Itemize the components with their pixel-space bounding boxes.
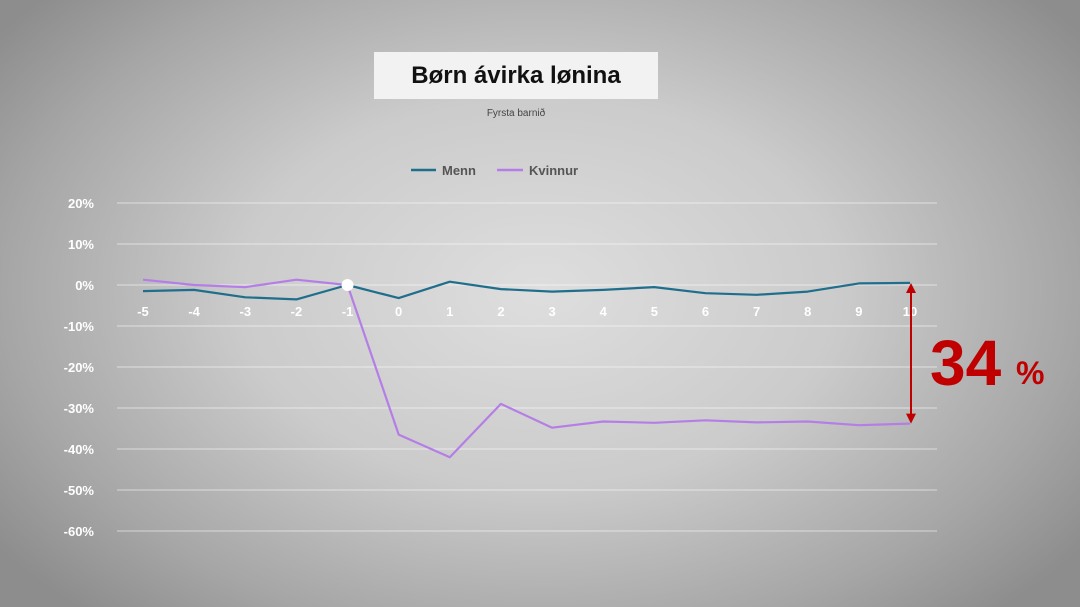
highlight-point bbox=[341, 279, 354, 291]
annotation-unit: % bbox=[1016, 355, 1044, 391]
y-tick-label: -20% bbox=[64, 360, 95, 375]
chart-title-box: Børn ávirka lønina bbox=[374, 52, 658, 99]
x-tick-label: -2 bbox=[291, 304, 303, 319]
y-tick-label: -40% bbox=[64, 442, 95, 457]
chart-subtitle: Fyrsta barnið bbox=[486, 108, 546, 119]
y-axis-ticks: 20% 10% 0% -10% -20% -30% -40% -50% -60% bbox=[64, 196, 95, 539]
legend-label-menn: Menn bbox=[442, 163, 476, 178]
annotation-value: 34 bbox=[930, 327, 1002, 399]
y-tick-label: 10% bbox=[68, 237, 94, 252]
x-tick-label: 1 bbox=[446, 304, 453, 319]
x-tick-label: -4 bbox=[188, 304, 200, 319]
y-tick-label: 0% bbox=[75, 278, 94, 293]
legend: Menn Kvinnur bbox=[411, 163, 578, 178]
x-tick-label: -1 bbox=[342, 304, 354, 319]
x-tick-label: 7 bbox=[753, 304, 760, 319]
y-tick-label: -50% bbox=[64, 483, 95, 498]
annotation-arrow-head-top bbox=[906, 282, 916, 293]
x-tick-label: 0 bbox=[395, 304, 402, 319]
range-annotation: 34% bbox=[906, 282, 1044, 424]
x-tick-label: -5 bbox=[137, 304, 149, 319]
x-tick-label: 3 bbox=[548, 304, 555, 319]
y-tick-label: -30% bbox=[64, 401, 95, 416]
x-tick-label: 6 bbox=[702, 304, 709, 319]
y-tick-label: -60% bbox=[64, 524, 95, 539]
chart-title: Børn ávirka lønina bbox=[411, 61, 621, 89]
series-line-kvinnur bbox=[142, 278, 911, 459]
gridlines bbox=[117, 202, 937, 532]
legend-label-kvinnur: Kvinnur bbox=[529, 163, 578, 178]
annotation-arrow-head-bottom bbox=[906, 413, 916, 424]
series-lines bbox=[142, 278, 911, 459]
x-tick-label: 8 bbox=[804, 304, 811, 319]
y-tick-label: -10% bbox=[64, 319, 95, 334]
series-line-menn bbox=[142, 280, 911, 301]
x-tick-label: 9 bbox=[855, 304, 862, 319]
x-tick-label: -3 bbox=[239, 304, 251, 319]
x-tick-label: 2 bbox=[497, 304, 504, 319]
x-tick-label: 5 bbox=[651, 304, 658, 319]
y-tick-label: 20% bbox=[68, 196, 94, 211]
x-axis-ticks: -5-4-3-2-1012345678910 bbox=[137, 304, 917, 319]
x-tick-label: 4 bbox=[600, 304, 608, 319]
